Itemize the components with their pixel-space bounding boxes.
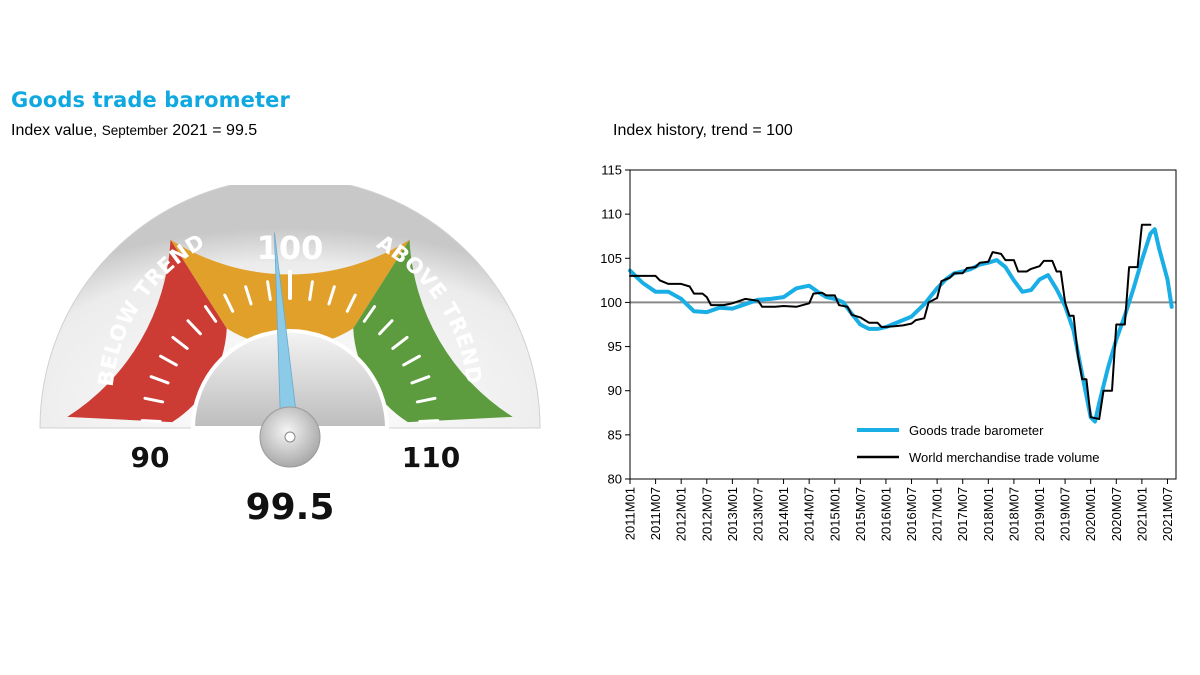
gauge-tick xyxy=(415,396,437,404)
gauge-tick xyxy=(378,319,394,336)
gauge-max-label: 110 xyxy=(402,441,460,474)
gauge-tick xyxy=(149,375,170,385)
x-tick-label: 2013M01 xyxy=(725,487,740,541)
x-tick-label: 2016M07 xyxy=(904,487,919,541)
subtitle-main: Index value, xyxy=(11,122,102,139)
x-tick-label: 2014M01 xyxy=(776,487,791,541)
gauge-tick xyxy=(402,354,421,367)
subtitle-month: September xyxy=(101,123,168,138)
x-tick-label: 2014M07 xyxy=(802,487,817,541)
y-tick-label: 115 xyxy=(601,163,622,178)
gauge-tick xyxy=(223,293,235,313)
series-line-trade-volume xyxy=(629,223,1152,420)
x-tick-label: 2017M01 xyxy=(930,487,945,541)
y-tick-label: 85 xyxy=(608,427,622,442)
chart-title: Index history, trend = 100 xyxy=(613,122,793,139)
gauge-tick xyxy=(186,319,202,336)
x-tick-label: 2011M07 xyxy=(648,487,663,540)
x-tick-label: 2015M07 xyxy=(853,487,868,541)
gauge-tick xyxy=(143,396,165,404)
gauge-hub-center xyxy=(284,431,296,443)
y-tick-label: 80 xyxy=(608,472,622,487)
legend-label: World merchandise trade volume xyxy=(909,450,1100,465)
gauge-tick xyxy=(308,280,314,302)
gauge-zone-below xyxy=(67,239,227,423)
x-tick-label: 2017M07 xyxy=(955,487,970,541)
y-axis: 80 85 90 95 100 105 110 115 xyxy=(600,163,630,487)
gauge-min-label: 90 xyxy=(131,441,170,474)
x-tick-label: 2019M07 xyxy=(1058,487,1073,541)
x-tick-label: 2012M01 xyxy=(674,487,689,541)
x-tick-label: 2012M07 xyxy=(699,487,714,541)
x-tick-label: 2021M01 xyxy=(1134,487,1149,541)
x-tick-label: 2018M07 xyxy=(1006,487,1021,541)
x-tick-label: 2011M01 xyxy=(623,487,638,540)
gauge-ticks xyxy=(140,270,440,424)
gauge-tick xyxy=(171,335,189,350)
center-value-label: 100 xyxy=(257,229,324,267)
series-lines xyxy=(628,223,1174,424)
index-history-chart: 80 85 90 95 100 105 110 115 2011M01 2011M07 2012M… xyxy=(600,163,1177,541)
gauge-tick xyxy=(418,419,440,424)
gauge-tick xyxy=(345,293,357,313)
gauge-tick xyxy=(203,305,218,323)
barometer-gauge: BELOW TREND ABOVE TREND 100 90 110 99.5 xyxy=(39,185,541,528)
y-tick-label: 105 xyxy=(600,251,622,266)
gauge-zone-above xyxy=(353,239,513,423)
x-tick-label: 2018M01 xyxy=(981,487,996,541)
gauge-tick xyxy=(327,285,336,306)
gauge-tick xyxy=(266,280,272,302)
x-tick-label: 2020M07 xyxy=(1109,487,1124,541)
x-tick-label: 2020M01 xyxy=(1083,487,1098,541)
legend-label: Goods trade barometer xyxy=(909,423,1044,438)
x-tick-label: 2016M01 xyxy=(878,487,893,541)
y-tick-label: 90 xyxy=(608,383,622,398)
gauge-tick xyxy=(140,419,162,424)
y-tick-label: 110 xyxy=(601,207,622,222)
gauge-tick xyxy=(391,335,409,350)
y-tick-label: 100 xyxy=(600,295,622,310)
plot-frame xyxy=(629,169,1177,480)
page-title: Goods trade barometer xyxy=(11,88,290,112)
x-tick-label: 2021M07 xyxy=(1160,487,1175,541)
y-tick-label: 95 xyxy=(608,339,622,354)
gauge-value-label: 99.5 xyxy=(246,487,335,528)
gauge-subtitle: Index value, September 2021 = 99.5 xyxy=(11,122,257,140)
x-tick-label: 2013M07 xyxy=(750,487,765,541)
x-tick-label: 2019M01 xyxy=(1032,487,1047,541)
gauge-tick xyxy=(159,354,178,367)
x-axis: 2011M01 2011M07 2012M01 2012M07 2013M01 2013M… xyxy=(623,479,1175,541)
gauge-tick xyxy=(244,285,253,306)
gauge-tick xyxy=(362,305,377,323)
x-tick-label: 2015M01 xyxy=(827,487,842,541)
subtitle-rest: 2021 = 99.5 xyxy=(167,122,258,139)
gauge-tick xyxy=(410,375,431,385)
chart-legend: Goods trade barometer World merchandise t… xyxy=(857,423,1100,465)
